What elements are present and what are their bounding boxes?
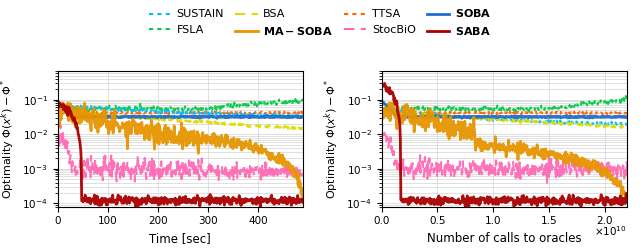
Y-axis label: Optimality $\Phi(x^k) - \Phi^*$: Optimality $\Phi(x^k) - \Phi^*$ bbox=[322, 78, 341, 199]
X-axis label: Time [sec]: Time [sec] bbox=[150, 232, 211, 245]
Legend: SUSTAIN, FSLA, BSA, $\bf{MA-SOBA}$, TTSA, StocBiO, $\bf{SOBA}$, $\bf{SABA}$: SUSTAIN, FSLA, BSA, $\bf{MA-SOBA}$, TTSA… bbox=[145, 3, 495, 42]
Y-axis label: Optimality $\Phi(x^k) - \Phi^*$: Optimality $\Phi(x^k) - \Phi^*$ bbox=[0, 78, 17, 199]
Text: $\times10^{10}$: $\times10^{10}$ bbox=[595, 224, 627, 238]
X-axis label: Number of calls to oracles: Number of calls to oracles bbox=[427, 232, 582, 245]
